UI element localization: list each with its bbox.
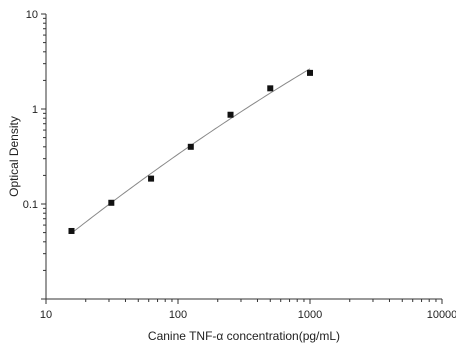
axes xyxy=(45,14,442,300)
x-ticks: 10 100 1000 10000 xyxy=(40,299,456,321)
y-tick-label: 0.1 xyxy=(23,199,38,211)
data-point xyxy=(68,227,75,234)
x-axis-title: Canine TNF-α concentration(pg/mL) xyxy=(148,329,340,343)
x-tick-label: 1000 xyxy=(298,309,322,321)
y-tick-label: 1 xyxy=(32,104,38,116)
y-ticks: 10 1 0.1 xyxy=(23,9,46,300)
x-tick-label: 10000 xyxy=(427,309,456,321)
x-tick-label: 10 xyxy=(40,309,52,321)
data-point xyxy=(267,85,274,92)
data-point xyxy=(227,111,234,118)
data-point xyxy=(108,199,115,206)
fit-curve xyxy=(71,68,311,234)
y-axis-title: Optical Density xyxy=(7,116,21,197)
data-point xyxy=(187,143,194,150)
data-point xyxy=(148,175,155,182)
x-tick-label: 100 xyxy=(169,309,187,321)
y-tick-label: 10 xyxy=(26,9,38,21)
data-points xyxy=(68,69,313,234)
data-point xyxy=(307,69,313,76)
